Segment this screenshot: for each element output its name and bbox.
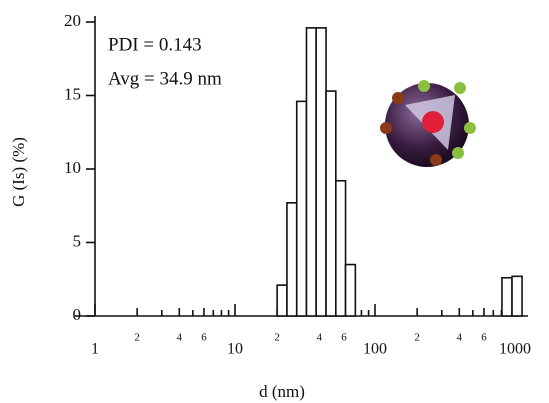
x-tick-label: 10 — [227, 341, 243, 358]
bar — [306, 28, 316, 316]
y-axis-label: G (Is) (%) — [9, 137, 28, 207]
x-tick-label: 4 — [177, 332, 183, 344]
x-tick-label: 4 — [317, 332, 323, 344]
x-axis-label: d (nm) — [259, 382, 305, 401]
x-tick-label: 2 — [414, 332, 420, 344]
x-tick-label: 1 — [91, 341, 99, 358]
bar — [326, 91, 336, 316]
bar — [316, 28, 326, 316]
x-tick-label: 2 — [274, 332, 280, 344]
x-tick-label: 6 — [201, 332, 207, 344]
x-tick-label: 1000 — [499, 341, 531, 358]
x-tick-label: 6 — [341, 332, 347, 344]
x-tick-label: 4 — [457, 332, 463, 344]
annotation: Avg = 34.9 nm — [108, 68, 222, 89]
bar — [287, 203, 297, 316]
bar — [502, 278, 512, 316]
y-tick-label: 10 — [64, 158, 81, 177]
bar — [297, 101, 307, 316]
bar — [336, 181, 346, 316]
bar — [512, 276, 522, 316]
bar — [277, 285, 287, 316]
y-tick-label: 15 — [64, 84, 81, 103]
chart: G (Is) (%) d (nm) PDI = 0.143 Avg = 34.9… — [0, 0, 549, 403]
y-tick-label: 20 — [64, 11, 81, 30]
x-tick-label: 100 — [363, 341, 387, 358]
nanoparticle-illustration — [380, 80, 476, 167]
y-tick-label: 5 — [73, 231, 82, 250]
annotation: PDI = 0.143 — [108, 34, 202, 55]
bar — [346, 265, 356, 316]
x-tick-label: 6 — [481, 332, 487, 344]
y-tick-label: 0 — [73, 305, 82, 324]
x-tick-label: 2 — [134, 332, 140, 344]
